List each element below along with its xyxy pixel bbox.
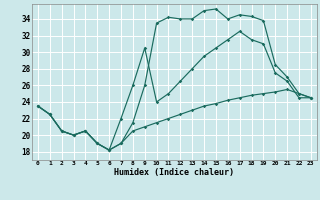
X-axis label: Humidex (Indice chaleur): Humidex (Indice chaleur) xyxy=(115,168,234,177)
